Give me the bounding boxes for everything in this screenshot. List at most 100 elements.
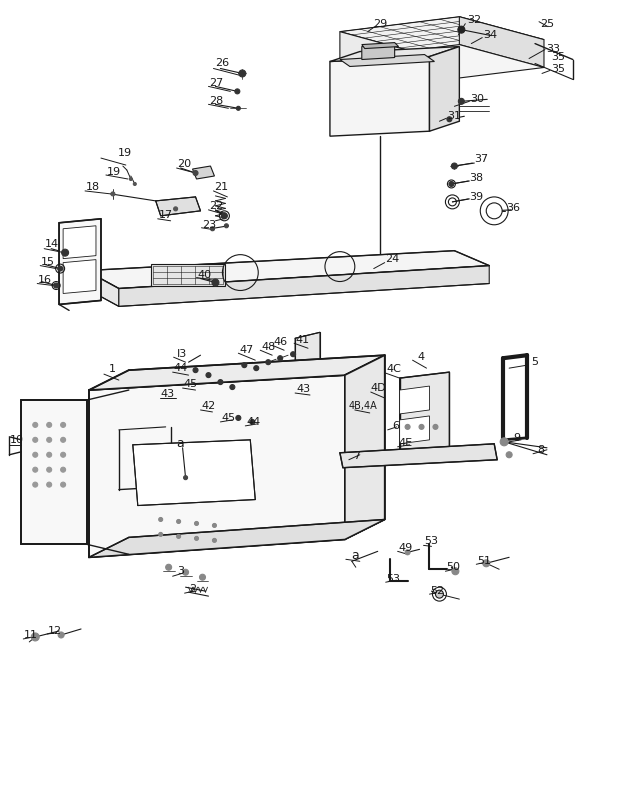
Circle shape	[265, 359, 270, 365]
Text: 4D: 4D	[371, 383, 387, 393]
Text: 2: 2	[189, 584, 196, 594]
Polygon shape	[340, 45, 544, 83]
Circle shape	[405, 424, 410, 429]
Text: 5: 5	[532, 357, 538, 367]
Text: 45: 45	[184, 379, 198, 389]
Bar	[151, 264, 225, 286]
Text: a: a	[351, 549, 359, 562]
Circle shape	[235, 89, 240, 94]
Text: 45: 45	[221, 413, 235, 423]
Polygon shape	[340, 444, 497, 468]
Circle shape	[60, 437, 65, 443]
Text: 4: 4	[417, 352, 424, 363]
Polygon shape	[399, 416, 430, 444]
Text: 10: 10	[10, 435, 25, 445]
Text: 50: 50	[447, 562, 460, 573]
Text: 48: 48	[261, 342, 276, 352]
Circle shape	[253, 366, 259, 371]
Text: 37: 37	[474, 154, 488, 164]
Circle shape	[486, 203, 502, 219]
Text: 49: 49	[398, 543, 413, 553]
Circle shape	[165, 565, 172, 570]
Circle shape	[182, 569, 189, 575]
Circle shape	[60, 482, 65, 487]
Circle shape	[405, 550, 410, 555]
Text: 16: 16	[38, 274, 52, 285]
Text: 35: 35	[551, 64, 565, 75]
Text: 25: 25	[540, 18, 554, 29]
Text: a: a	[177, 437, 184, 450]
Circle shape	[33, 482, 38, 487]
Polygon shape	[340, 17, 544, 55]
Circle shape	[236, 415, 241, 420]
Circle shape	[177, 534, 181, 538]
Polygon shape	[119, 265, 489, 306]
Circle shape	[452, 568, 459, 575]
Circle shape	[194, 537, 199, 541]
Text: 42: 42	[201, 401, 216, 411]
Polygon shape	[362, 45, 394, 59]
Text: 28: 28	[209, 96, 223, 107]
Circle shape	[433, 424, 438, 429]
Text: 18: 18	[86, 182, 100, 192]
Circle shape	[47, 437, 52, 443]
Circle shape	[62, 249, 69, 256]
Text: 7: 7	[353, 451, 360, 461]
Text: 29: 29	[374, 18, 388, 29]
Circle shape	[237, 107, 240, 111]
Circle shape	[193, 367, 198, 373]
Circle shape	[291, 352, 296, 357]
Circle shape	[159, 533, 163, 537]
Polygon shape	[345, 355, 385, 540]
Circle shape	[218, 379, 223, 385]
Text: 23: 23	[203, 220, 216, 230]
Text: 32: 32	[467, 14, 481, 25]
Circle shape	[194, 521, 199, 525]
Circle shape	[212, 279, 219, 286]
Circle shape	[452, 163, 457, 169]
Polygon shape	[330, 47, 459, 62]
Circle shape	[193, 171, 198, 176]
Text: 26: 26	[215, 59, 230, 68]
Text: 43: 43	[296, 384, 310, 394]
Text: 3: 3	[177, 566, 184, 577]
Circle shape	[449, 181, 454, 186]
Circle shape	[206, 373, 211, 378]
Circle shape	[419, 424, 424, 429]
Text: 11: 11	[25, 630, 38, 640]
Circle shape	[184, 476, 187, 480]
Circle shape	[133, 183, 136, 185]
Polygon shape	[295, 332, 320, 418]
Circle shape	[58, 632, 64, 638]
Circle shape	[60, 452, 65, 457]
Polygon shape	[89, 520, 385, 557]
Text: 4E: 4E	[399, 438, 413, 448]
Text: 4C: 4C	[386, 364, 401, 375]
Circle shape	[213, 538, 216, 542]
Polygon shape	[86, 251, 489, 289]
Circle shape	[199, 574, 206, 580]
Circle shape	[31, 633, 39, 641]
Circle shape	[33, 468, 38, 472]
Circle shape	[47, 482, 52, 487]
Circle shape	[250, 419, 255, 424]
Circle shape	[230, 385, 235, 390]
Polygon shape	[63, 226, 96, 258]
Circle shape	[225, 224, 228, 228]
Text: 19: 19	[118, 148, 132, 158]
Circle shape	[130, 177, 132, 180]
Polygon shape	[59, 219, 101, 305]
Text: 53: 53	[425, 537, 438, 546]
Polygon shape	[330, 56, 430, 136]
Text: 15: 15	[41, 257, 55, 266]
Text: 40: 40	[198, 269, 211, 280]
Polygon shape	[459, 17, 544, 67]
Circle shape	[33, 437, 38, 443]
Circle shape	[60, 423, 65, 427]
Polygon shape	[340, 31, 423, 83]
Circle shape	[239, 70, 246, 77]
Text: 31: 31	[447, 111, 462, 121]
Circle shape	[177, 520, 181, 524]
Text: 39: 39	[469, 192, 483, 202]
Polygon shape	[89, 355, 385, 390]
